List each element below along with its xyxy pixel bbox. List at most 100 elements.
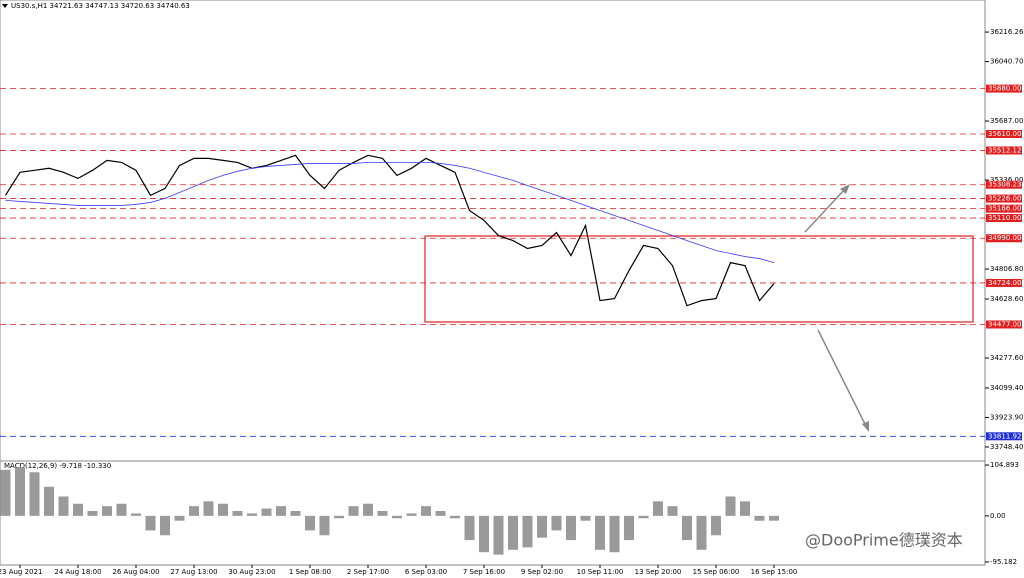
level-label: 34990.00	[988, 234, 1021, 242]
level-label: 35512.12	[988, 146, 1021, 154]
macd-bar	[522, 515, 533, 548]
y-tick-label: 34099.40	[990, 384, 1023, 392]
macd-bar	[319, 515, 330, 536]
watermark: @DooPrime德璞资本	[805, 531, 963, 550]
level-tag	[986, 278, 1022, 287]
level-tag	[986, 180, 1022, 189]
arrow-head	[862, 421, 869, 432]
level-tag	[986, 204, 1022, 213]
macd-bar	[580, 515, 591, 521]
macd-bar	[624, 515, 634, 541]
macd-bar	[609, 515, 620, 553]
macd-bar	[189, 506, 199, 516]
x-tick-label: 10 Sep 11:00	[577, 568, 624, 576]
macd-bar	[740, 501, 750, 516]
y-tick-label: 33748.40	[990, 443, 1023, 451]
y-tick-label: 36216.26	[990, 28, 1024, 36]
price-line	[5, 162, 775, 263]
macd-title: MACD(12,26,9) -9.718 -10.330	[4, 462, 111, 470]
macd-bar	[682, 515, 692, 541]
menu-icon	[2, 4, 8, 8]
macd-bar	[87, 511, 98, 516]
x-tick-label: 7 Sep 16:00	[463, 568, 505, 576]
y-tick-label: -95.182	[990, 558, 1017, 566]
macd-bar	[131, 513, 141, 516]
macd-bar	[116, 503, 127, 516]
macd-bar	[261, 508, 272, 516]
macd-bar	[464, 515, 475, 541]
level-label: 35610.00	[988, 130, 1021, 138]
macd-bar	[305, 515, 315, 531]
macd-bar	[160, 515, 170, 536]
macd-bar	[566, 515, 576, 541]
macd-bar	[203, 501, 214, 516]
level-tag	[986, 214, 1022, 223]
macd-bar	[638, 515, 649, 519]
range-box	[424, 235, 974, 323]
level-tag	[986, 146, 1022, 155]
x-tick-label: 23 Aug 2021	[0, 568, 42, 576]
x-tick-label: 1 Sep 08:00	[289, 568, 331, 576]
macd-bar	[479, 515, 489, 553]
arrow-up	[804, 187, 847, 233]
x-tick-label: 24 Aug 18:00	[54, 568, 101, 576]
macd-bar	[537, 515, 547, 538]
macd-bar	[769, 515, 779, 521]
arrow-head	[840, 184, 850, 194]
macd-bar	[290, 511, 301, 516]
macd-bar	[29, 472, 40, 516]
x-tick-label: 26 Aug 04:00	[112, 568, 159, 576]
macd-bar	[493, 515, 504, 555]
level-label: 35110.00	[988, 214, 1021, 222]
macd-bar	[174, 515, 185, 521]
plot-frame	[0, 0, 986, 566]
level-label: 33811.92	[988, 432, 1021, 440]
level-label: 35166.00	[988, 205, 1021, 213]
chart-title: US30.s,H1 34721.63 34747.13 34720.63 347…	[11, 2, 190, 10]
level-tag	[986, 194, 1022, 203]
macd-bar	[392, 515, 402, 519]
level-label: 35880.00	[988, 85, 1021, 93]
level-tag	[986, 84, 1022, 93]
level-label: 34477.00	[988, 320, 1021, 328]
x-tick-label: 6 Sep 03:00	[405, 568, 447, 576]
macd-bar	[667, 506, 678, 516]
x-tick-label: 30 Aug 23:00	[228, 568, 275, 576]
level-tag	[986, 129, 1022, 138]
macd-bar	[15, 467, 25, 516]
macd-bar	[595, 515, 605, 550]
macd-bar	[450, 515, 460, 519]
x-tick-label: 15 Sep 06:00	[693, 568, 740, 576]
y-tick-label: 104.893	[990, 461, 1019, 469]
macd-bar	[435, 511, 446, 516]
x-tick-label: 27 Aug 13:00	[170, 568, 217, 576]
macd-bar	[551, 515, 562, 531]
macd-bar	[218, 503, 228, 516]
level-label: 35226.00	[988, 195, 1021, 203]
macd-bar	[334, 515, 344, 519]
macd-bar	[276, 506, 286, 516]
arrow-down	[817, 329, 867, 427]
macd-bar	[725, 496, 736, 516]
macd-bar	[102, 506, 112, 516]
macd-bar	[421, 506, 431, 516]
macd-bar	[145, 515, 156, 531]
level-label: 34724.00	[988, 279, 1021, 287]
macd-bar	[653, 501, 663, 516]
macd-bar	[44, 486, 54, 516]
macd-bar	[58, 496, 69, 516]
level-label: 35308.23	[988, 181, 1021, 189]
y-tick-label: 35687.00	[990, 117, 1023, 125]
price-line	[4, 154, 775, 307]
macd-bar	[508, 515, 518, 550]
macd-bar	[377, 511, 388, 516]
y-tick-label: 34806.80	[990, 265, 1023, 273]
y-tick-label: 35336.00	[990, 176, 1023, 184]
x-tick-label: 16 Sep 15:00	[751, 568, 798, 576]
y-tick-label: 33923.90	[990, 413, 1023, 421]
x-tick-label: 9 Sep 02:00	[521, 568, 563, 576]
macd-bar	[696, 515, 707, 550]
y-tick-label: 0.00	[990, 512, 1006, 520]
macd-bar	[247, 513, 257, 516]
